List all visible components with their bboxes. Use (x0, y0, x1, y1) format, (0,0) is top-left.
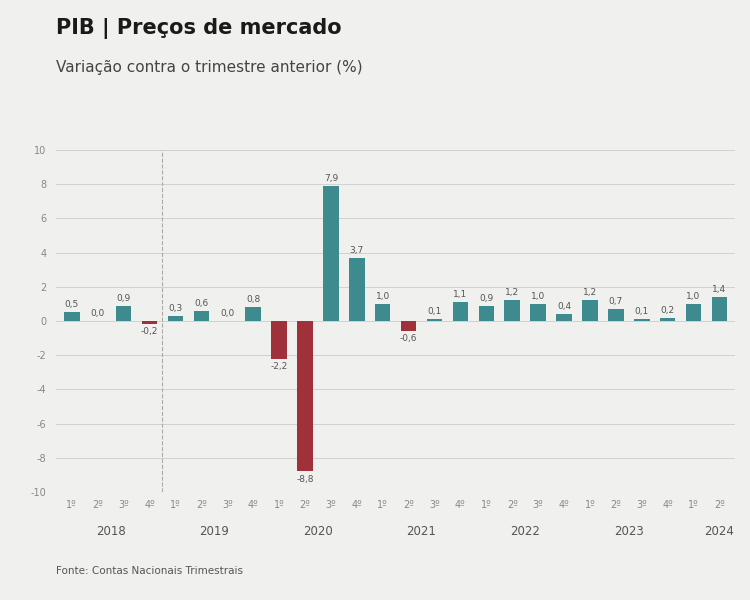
Text: Variação contra o trimestre anterior (%): Variação contra o trimestre anterior (%) (56, 60, 363, 75)
Bar (400, 321, 416, 331)
Bar (712, 297, 728, 321)
Bar (116, 305, 131, 321)
Text: 1,2: 1,2 (506, 289, 519, 298)
Text: -0,6: -0,6 (400, 334, 417, 343)
Bar (142, 321, 158, 325)
Bar (297, 321, 313, 472)
Text: 0,0: 0,0 (91, 309, 105, 318)
Bar (686, 304, 701, 321)
Text: -2,2: -2,2 (271, 362, 288, 371)
Bar (272, 321, 286, 359)
Text: 0,7: 0,7 (609, 297, 623, 306)
Bar (530, 304, 546, 321)
Bar (194, 311, 209, 321)
Bar (556, 314, 572, 321)
Text: 1,0: 1,0 (686, 292, 700, 301)
Text: 0,2: 0,2 (661, 305, 675, 314)
Text: 2022: 2022 (510, 525, 540, 538)
Text: Fonte: Contas Nacionais Trimestrais: Fonte: Contas Nacionais Trimestrais (56, 566, 243, 576)
Bar (375, 304, 391, 321)
Text: 0,3: 0,3 (168, 304, 182, 313)
Text: 2019: 2019 (200, 525, 230, 538)
Bar (64, 313, 80, 321)
Bar (660, 317, 676, 321)
Text: 0,0: 0,0 (220, 309, 234, 318)
Text: 1,4: 1,4 (712, 285, 727, 294)
Text: 2024: 2024 (704, 525, 734, 538)
Text: 1,1: 1,1 (453, 290, 467, 299)
Text: 0,4: 0,4 (557, 302, 571, 311)
Text: 1,2: 1,2 (583, 289, 597, 298)
Text: 2023: 2023 (614, 525, 644, 538)
Text: 2018: 2018 (96, 525, 125, 538)
Text: 0,1: 0,1 (427, 307, 442, 316)
Bar (245, 307, 261, 321)
Bar (505, 301, 520, 321)
Text: 3,7: 3,7 (350, 245, 364, 254)
Text: 0,1: 0,1 (634, 307, 649, 316)
Text: PIB | Preços de mercado: PIB | Preços de mercado (56, 18, 342, 39)
Bar (168, 316, 183, 321)
Bar (582, 301, 598, 321)
Text: 0,5: 0,5 (64, 301, 79, 310)
Text: 1,0: 1,0 (531, 292, 545, 301)
Text: -0,2: -0,2 (141, 328, 158, 337)
Bar (634, 319, 650, 321)
Text: 0,9: 0,9 (479, 293, 494, 302)
Bar (323, 186, 339, 321)
Text: 0,8: 0,8 (246, 295, 260, 304)
Text: 1,0: 1,0 (376, 292, 390, 301)
Text: 2021: 2021 (406, 525, 436, 538)
Bar (608, 309, 623, 321)
Text: 2020: 2020 (303, 525, 333, 538)
Text: -8,8: -8,8 (296, 475, 314, 484)
Text: 7,9: 7,9 (324, 174, 338, 183)
Bar (349, 258, 364, 321)
Bar (427, 319, 442, 321)
Text: 0,9: 0,9 (116, 293, 130, 302)
Text: 0,6: 0,6 (194, 299, 208, 308)
Bar (452, 302, 468, 321)
Bar (478, 305, 494, 321)
